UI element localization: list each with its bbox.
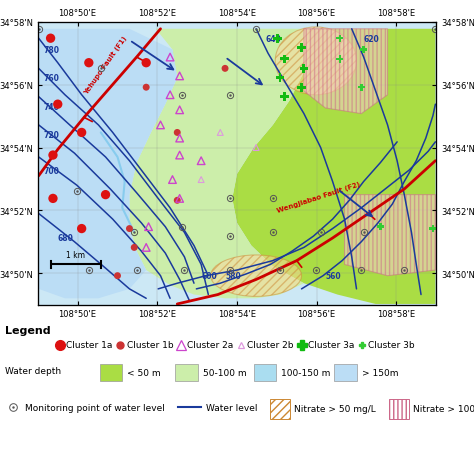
Point	[176, 195, 183, 202]
Point	[377, 223, 384, 231]
Text: Legend: Legend	[5, 325, 50, 335]
Point	[176, 73, 183, 81]
Text: Nitrate > 50 mg/L: Nitrate > 50 mg/L	[294, 404, 375, 413]
Text: Cluster 2b: Cluster 2b	[247, 340, 294, 349]
Point	[217, 130, 224, 137]
Text: 620: 620	[364, 35, 379, 44]
Text: Water depth: Water depth	[5, 366, 61, 375]
Text: Cluster 3b: Cluster 3b	[368, 340, 415, 349]
Point	[176, 135, 183, 142]
Point	[166, 54, 174, 61]
Text: 740: 740	[44, 102, 59, 111]
Text: Wengjiabao Fault (F2): Wengjiabao Fault (F2)	[276, 182, 361, 214]
Text: 600: 600	[201, 272, 217, 281]
Point	[221, 66, 229, 73]
Point	[176, 152, 183, 159]
Polygon shape	[46, 88, 137, 220]
Text: Nitrate > 100 mg/L: Nitrate > 100 mg/L	[413, 404, 474, 413]
Text: 560: 560	[326, 272, 341, 281]
Ellipse shape	[275, 28, 356, 96]
Point	[157, 122, 164, 129]
Point	[126, 225, 133, 233]
Polygon shape	[345, 195, 435, 276]
Text: 680: 680	[58, 234, 73, 243]
Point	[197, 177, 205, 184]
Text: 640: 640	[266, 35, 282, 44]
Polygon shape	[129, 30, 304, 298]
Text: Water level: Water level	[206, 403, 258, 412]
Text: 760: 760	[44, 74, 59, 83]
Point	[166, 92, 174, 99]
Point	[130, 244, 138, 252]
Point	[145, 223, 152, 231]
Point	[197, 158, 205, 165]
Point	[298, 45, 305, 52]
Point	[276, 75, 284, 82]
Bar	[175, 364, 198, 381]
Point	[114, 273, 121, 280]
Text: Cluster 1a: Cluster 1a	[66, 340, 113, 349]
Point	[169, 177, 176, 184]
Bar	[270, 399, 290, 419]
Bar	[334, 364, 357, 381]
Polygon shape	[304, 30, 388, 114]
Point	[49, 152, 57, 159]
Point	[274, 35, 282, 43]
Text: 1 km: 1 km	[66, 250, 85, 259]
Point	[298, 84, 305, 91]
Text: Cluster 2a: Cluster 2a	[187, 340, 234, 349]
Bar	[254, 364, 276, 381]
Text: Yehupo Fault (F1): Yehupo Fault (F1)	[83, 35, 128, 96]
Point	[429, 225, 437, 233]
Point	[281, 94, 289, 101]
Point	[357, 84, 365, 91]
Text: Cluster 1b: Cluster 1b	[127, 340, 173, 349]
Text: 780: 780	[44, 46, 59, 55]
Point	[336, 56, 344, 63]
Text: 720: 720	[44, 131, 59, 140]
Bar	[100, 364, 122, 381]
Point	[47, 35, 55, 43]
Text: 700: 700	[44, 166, 59, 175]
Text: 100-150 m: 100-150 m	[281, 369, 330, 378]
Polygon shape	[39, 30, 177, 298]
Ellipse shape	[211, 255, 301, 297]
Point	[360, 47, 367, 54]
Point	[85, 60, 92, 67]
Text: 50-100 m: 50-100 m	[203, 369, 246, 378]
Point	[142, 244, 150, 252]
Point	[173, 130, 181, 137]
Point	[49, 195, 57, 202]
Bar	[389, 399, 409, 419]
Text: Monitoring point of water level: Monitoring point of water level	[25, 403, 164, 412]
Point	[54, 101, 62, 109]
Point	[102, 192, 109, 199]
Point	[142, 84, 150, 91]
Text: > 150m: > 150m	[362, 369, 398, 378]
Text: 580: 580	[225, 272, 241, 281]
Point	[78, 130, 85, 137]
Point	[176, 107, 183, 114]
Polygon shape	[232, 30, 435, 304]
Point	[281, 56, 289, 63]
Point	[78, 225, 85, 233]
Text: Cluster 3a: Cluster 3a	[308, 340, 355, 349]
Point	[142, 60, 150, 67]
Text: < 50 m: < 50 m	[127, 369, 161, 378]
Point	[173, 197, 181, 204]
Point	[300, 66, 308, 73]
Point	[336, 35, 344, 43]
Point	[252, 145, 260, 152]
